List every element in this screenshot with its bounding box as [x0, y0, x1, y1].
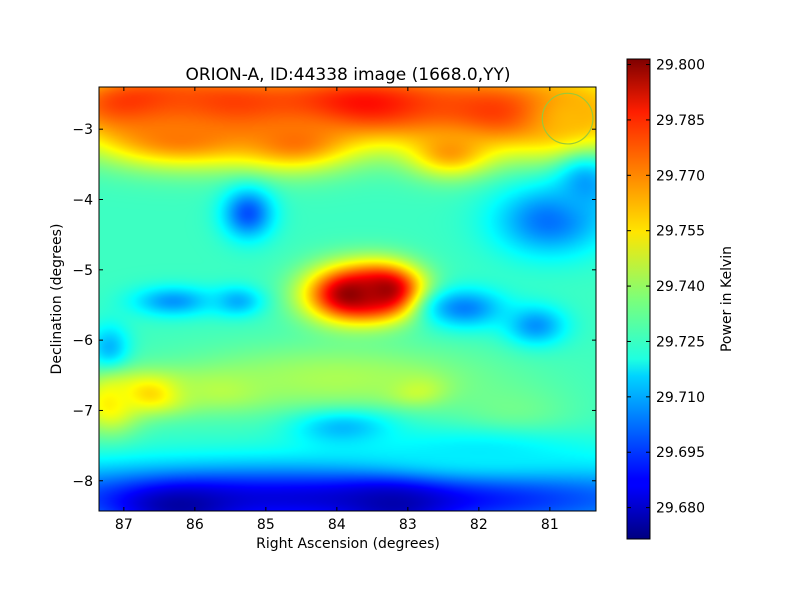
x-tick-label: 87	[115, 517, 133, 533]
x-tick-label: 83	[399, 517, 417, 533]
colorbar-tick-label: 29.800	[656, 58, 705, 74]
x-axis-ticks: 87 86 85 84 83 82 81	[115, 87, 559, 533]
heatmap-image	[99, 87, 596, 511]
x-tick-label: 84	[328, 517, 346, 533]
chart-title: ORION-A, ID:44338 image (1668.0,YY)	[185, 65, 510, 85]
x-tick-label: 81	[541, 517, 559, 533]
colorbar-tick-label: 29.725	[656, 334, 705, 350]
colorbar-label: Power in Kelvin	[719, 246, 735, 352]
beam-marker	[541, 92, 594, 145]
colorbar-tick-label: 29.755	[656, 224, 705, 240]
y-tick-label: −4	[72, 193, 93, 209]
y-tick-label: −6	[72, 333, 93, 349]
y-tick-label: −8	[72, 474, 93, 490]
x-tick-label: 82	[470, 517, 488, 533]
colorbar-tick-label: 29.710	[656, 390, 705, 406]
x-tick-label: 86	[186, 517, 204, 533]
colorbar-tick-label: 29.695	[656, 445, 705, 461]
plot-area-frame	[98, 86, 597, 512]
y-tick-label: −7	[72, 403, 93, 419]
x-axis-label: Right Ascension (degrees)	[256, 536, 440, 552]
y-tick-label: −3	[72, 122, 93, 138]
colorbar-tick-label: 29.770	[656, 168, 705, 184]
x-tick-label: 85	[257, 517, 275, 533]
y-axis-ticks: −3 −4 −5 −6 −7 −8	[72, 122, 596, 490]
colorbar-tick-label: 29.740	[656, 279, 705, 295]
colorbar-tick-label: 29.680	[656, 501, 705, 517]
y-axis-label: Declination (degrees)	[49, 224, 65, 375]
y-tick-label: −5	[72, 263, 93, 279]
colorbar-tick-label: 29.785	[656, 113, 705, 129]
colorbar-ticks: 29.680 29.695 29.710 29.725 29.740 29.755 29.7…	[627, 58, 705, 517]
colorbar	[626, 58, 651, 540]
